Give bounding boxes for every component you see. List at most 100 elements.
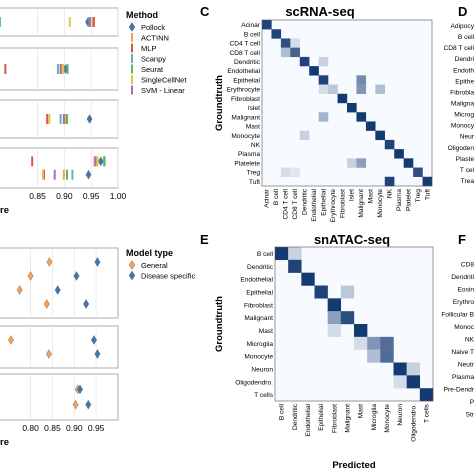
row-label: B cell [244, 31, 261, 38]
method-marker [91, 17, 94, 27]
pollock-marker [98, 156, 104, 167]
heatmap-cell [271, 29, 282, 39]
heatmap-cell [365, 121, 376, 131]
legend-label: Pollock [141, 23, 165, 32]
col-label: Oligodendro. [410, 404, 417, 442]
heatmap-cell [288, 259, 302, 273]
row-label: Epithe [455, 78, 474, 85]
row-label: Monocyte [231, 133, 260, 140]
heatmap-cell [406, 375, 421, 389]
x-tick-label: 0.90 [56, 191, 73, 201]
model-type-marker [73, 271, 80, 281]
row-label: Fibroblast [231, 96, 260, 103]
method-marker [62, 114, 65, 124]
row-label: Erythrocyte [227, 87, 261, 94]
heatmap-cell [375, 84, 385, 94]
row-label: Monocy [451, 123, 474, 130]
method-marker [64, 114, 67, 124]
panel-d-heatmap-partial: D Adipocy B cell CD8 T cell Dendri Endoth Epi… [443, 4, 474, 185]
row-label: Fibrobla [450, 89, 474, 96]
col-label: Islet [349, 189, 356, 201]
model-type-marker [8, 335, 14, 345]
y-axis-label: Groundtruth [214, 296, 225, 352]
legend-key-bar [131, 54, 133, 63]
row-label: Epithelial [233, 77, 260, 84]
col-label: Dendritic [292, 403, 299, 430]
row-label: Neutr [458, 361, 474, 368]
method-marker [0, 17, 1, 27]
method-marker [31, 156, 34, 167]
row-label: Epithelial [246, 289, 273, 296]
legend-key-diamond [128, 270, 136, 281]
legend-label: MLP [141, 44, 156, 53]
col-label: Platelet [405, 189, 412, 211]
heatmap-cell [367, 349, 381, 363]
col-label: Endothelial [311, 188, 318, 221]
y-axis-label: Groundtruth [214, 75, 225, 131]
model-type-marker [72, 399, 79, 410]
row-label: Neuron [251, 366, 273, 373]
panel-f-heatmap-partial: F CD8 Dendriti Eosin Erythro Follicular B Mon… [441, 232, 474, 418]
heatmap-cell [299, 56, 310, 67]
row-label: Pre-Dendr [444, 386, 474, 393]
heatmap-cell [280, 47, 291, 58]
row-label: Endoth [453, 67, 474, 74]
row-label: Adipocy [451, 23, 474, 30]
model-type-marker [94, 257, 101, 267]
model-type-marker [91, 335, 97, 345]
heatmap-cell [356, 75, 367, 85]
col-label: Tuft [424, 189, 431, 200]
col-label: Monocyte [384, 404, 391, 433]
model-type-marker [77, 384, 83, 395]
row-label: Oligodendro. [235, 379, 273, 386]
method-marker [48, 114, 51, 124]
model-type-marker [94, 349, 101, 359]
legend-label: Seurat [141, 65, 164, 74]
row-label: CD8 [461, 262, 474, 269]
row-label: Dendriti [451, 274, 474, 281]
method-marker [96, 156, 99, 167]
model-type-marker [85, 399, 92, 410]
heatmap-cell [327, 324, 342, 338]
method-marker [103, 156, 106, 167]
row-label: Plasma [238, 151, 260, 158]
row-label: Oligoden [448, 145, 474, 152]
row-label: Dendritic [234, 59, 261, 66]
heatmap-cell [356, 158, 367, 168]
col-label: T cells [423, 403, 430, 423]
heatmap-cell [337, 93, 348, 104]
row-label: Neur [460, 134, 474, 141]
method-marker [68, 17, 71, 27]
row-label: Monoc [454, 324, 474, 331]
row-label: Mast [259, 328, 273, 335]
row-label: Naive T [451, 349, 474, 356]
legend-label: ACTINN [141, 34, 169, 43]
col-label: CD4 T cell [283, 188, 290, 219]
heatmap-cell [301, 272, 315, 286]
facet-box [0, 325, 119, 369]
heatmap-cell [367, 336, 381, 350]
heatmap-cell [290, 167, 300, 177]
method-marker [60, 64, 63, 74]
row-label: T cel [460, 167, 474, 174]
model-type-marker [43, 299, 50, 309]
col-label: Monocyte [377, 189, 384, 218]
heatmap-cell [318, 112, 329, 122]
legend-key-bar [131, 64, 133, 74]
row-label: Dendri [455, 56, 474, 63]
method-marker [71, 169, 74, 180]
heatmap-cell [340, 311, 355, 325]
method-marker [66, 64, 69, 74]
col-label: Dendritic [302, 188, 309, 215]
method-marker [62, 64, 65, 74]
heatmap-cell [356, 84, 367, 94]
row-label: Platelete [234, 160, 260, 167]
method-marker [89, 17, 92, 27]
heatmap-cell [280, 167, 291, 177]
heatmap-cell [347, 103, 357, 113]
row-label: Mast [246, 124, 260, 131]
method-marker [42, 169, 45, 180]
heatmap-cell [328, 84, 338, 94]
row-label: Plaste [456, 156, 474, 163]
